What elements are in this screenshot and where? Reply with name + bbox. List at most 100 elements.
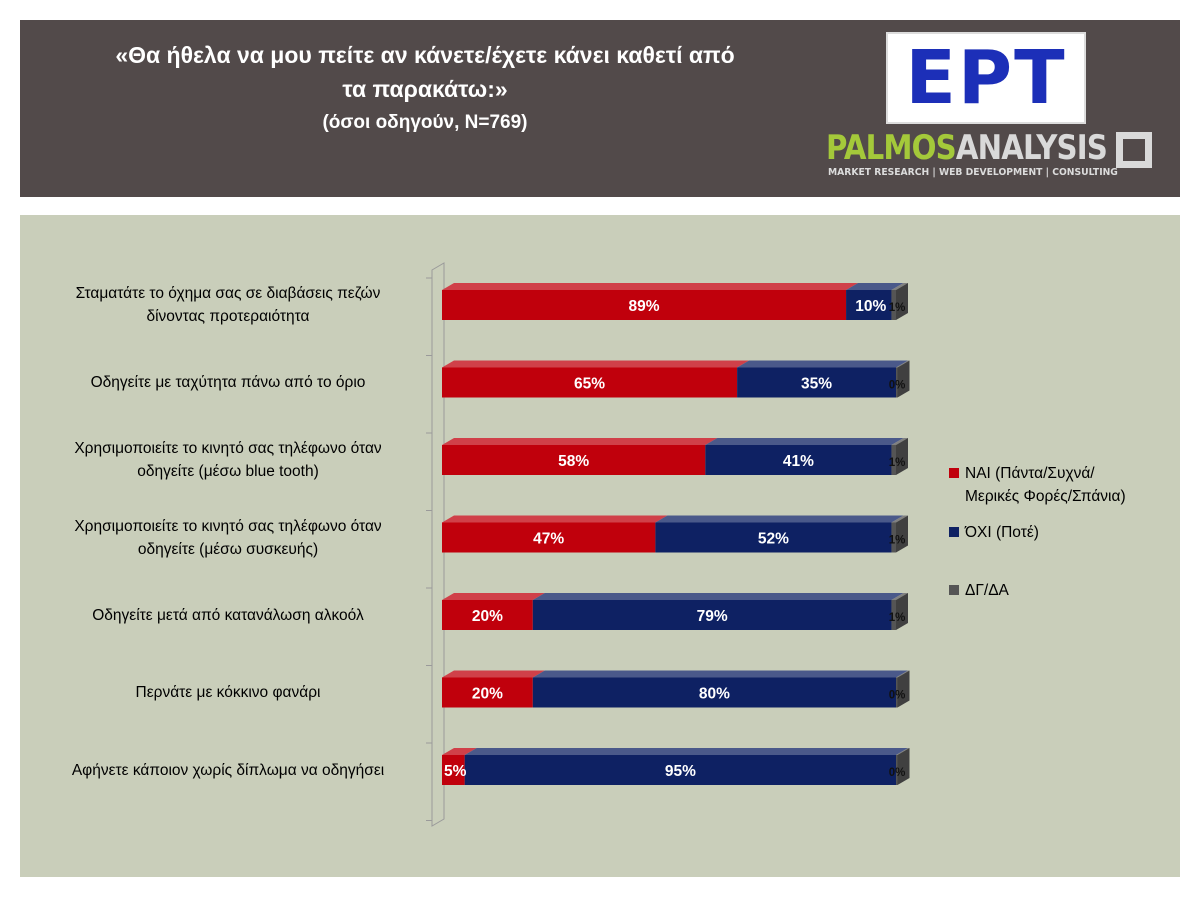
category-label-line: Σταματάτε το όχημα σας σε διαβάσεις πεζώ… [75,285,381,302]
legend-swatch [949,468,959,478]
page-title: «Θα ήθελα να μου πείτε αν κάνετε/έχετε κ… [25,38,825,140]
bar-top-face [442,593,545,600]
bar-top-face [891,515,908,523]
legend-swatch [949,527,959,537]
category-label-text: Περνάτε με κόκκινο φανάρι [136,681,321,704]
bar-front-face [896,367,898,398]
category-label-line: οδηγείτε (μέσω συσκευής) [137,540,319,558]
bar-front-face [442,677,533,708]
bar-segment-0-row-0 [442,283,859,320]
ert-logo-text: ΕΡΤ [905,35,1067,121]
bar-top-face [705,438,904,445]
bar-top-face [442,360,750,368]
data-label: 89% [629,298,660,315]
category-label: Οδηγείτε μετά από κατανάλωση αλκοόλ [22,589,434,641]
bar-segment-1-row-4 [532,593,904,630]
category-label-line: Οδηγείτε με ταχύτητα πάνω από το όριο [90,374,366,391]
bar-front-face [891,600,896,630]
category-label: Αφήνετε κάποιον χωρίς δίπλωμα να οδηγήσε… [22,744,434,796]
palmos-analysis-logo: PALMOSANALYSIS MARKET RESEARCH | WEB DEV… [826,128,1166,188]
data-label: 1% [889,535,906,547]
data-label: 0% [889,380,906,392]
category-label-text: Χρησιμοποιείτε το κινητό σας τηλέφωνο ότ… [74,515,381,561]
bar-segment-2-row-0 [891,283,908,320]
bar-front-face [896,755,898,785]
bar-segment-0-row-4 [442,593,545,630]
legend-item-line: ΝΑΙ (Πάντα/Συχνά/ [965,465,1095,482]
bar-side-face [896,593,908,630]
bar-segment-2-row-3 [891,515,908,553]
data-label: 20% [472,686,503,703]
palmos-wordmark-part1: PALMOS [826,128,957,168]
palmos-tagline: MARKET RESEARCH | WEB DEVELOPMENT | CONS… [828,167,1118,178]
legend-item: ΝΑΙ (Πάντα/Συχνά/Μερικές Φορές/Σπάνια) [965,462,1126,508]
bar-segment-2-row-6 [896,748,910,785]
bar-segment-2-row-2 [891,438,908,475]
ert-logo: ΕΡΤ [886,32,1086,124]
bar-front-face [464,755,896,785]
bar-segment-2-row-5 [896,670,910,708]
bar-segment-0-row-5 [442,670,545,708]
category-label-line: Οδηγείτε μετά από κατανάλωση αλκοόλ [92,606,364,624]
palmos-square-inner [1124,140,1144,160]
bar-side-face [897,360,910,398]
data-label: 1% [889,302,906,314]
bar-side-face [896,283,908,320]
data-label: 41% [783,453,814,470]
bar-segment-2-row-1 [896,360,910,398]
data-label: 52% [758,531,789,548]
bar-front-face [891,522,896,553]
bar-top-face [737,360,908,368]
category-label-line: οδηγείτε (μέσω blue tooth) [137,463,319,480]
bar-top-face [442,438,718,445]
bar-segment-1-row-6 [464,748,908,785]
data-label: 5% [444,763,467,780]
bar-front-face [532,677,896,708]
data-label: 1% [889,457,906,469]
bar-front-face [442,522,656,553]
bar-side-face [896,515,908,553]
data-label: 80% [699,686,730,703]
palmos-wordmark-part2: ANALYSIS [955,128,1108,168]
category-label-line: Χρησιμοποιείτε το κινητό σας τηλέφωνο ότ… [74,517,382,535]
category-label: Σταματάτε το όχημα σας σε διαβάσεις πεζώ… [22,279,434,331]
category-label-line: Αφήνετε κάποιον χωρίς δίπλωμα να οδηγήσε… [71,761,385,779]
bar-segment-2-row-4 [891,593,908,630]
bar-top-face [464,748,908,755]
bar-front-face [442,755,465,785]
data-label: 95% [665,763,696,780]
bar-top-face [442,670,545,678]
data-label: 0% [889,690,906,702]
bar-segment-1-row-2 [705,438,904,475]
bar-front-face [705,445,892,475]
bar-front-face [442,600,533,630]
bar-top-face [442,748,477,755]
bar-segment-1-row-5 [532,670,908,708]
bar-segment-0-row-3 [442,515,668,553]
bar-top-face [532,593,904,600]
y-axis-wall [431,262,445,827]
bar-top-face [532,670,908,678]
data-label: 35% [801,376,832,393]
bar-top-face [442,283,859,290]
legend-swatch [949,585,959,595]
bar-front-face [655,522,892,553]
legend-item-line: ΔΓ/ΔΑ [965,582,1009,599]
bar-segment-1-row-3 [655,515,904,553]
title-line-2: τα παρακάτω:» [342,76,508,102]
bar-front-face [532,600,892,630]
data-label: 0% [889,767,906,779]
palmos-square-icon [1116,132,1152,168]
bar-top-face [846,283,904,290]
bar-front-face [891,290,896,320]
bar-top-face [891,283,908,290]
bar-side-face [897,670,910,708]
bar-segment-0-row-2 [442,438,718,475]
data-label: 58% [558,453,589,470]
bar-side-face [897,748,910,785]
bar-top-face [891,438,908,445]
category-label: Χρησιμοποιείτε το κινητό σας τηλέφωνο ότ… [22,512,434,564]
legend-item-line: Μερικές Φορές/Σπάνια) [965,488,1126,505]
bar-front-face [896,677,898,708]
